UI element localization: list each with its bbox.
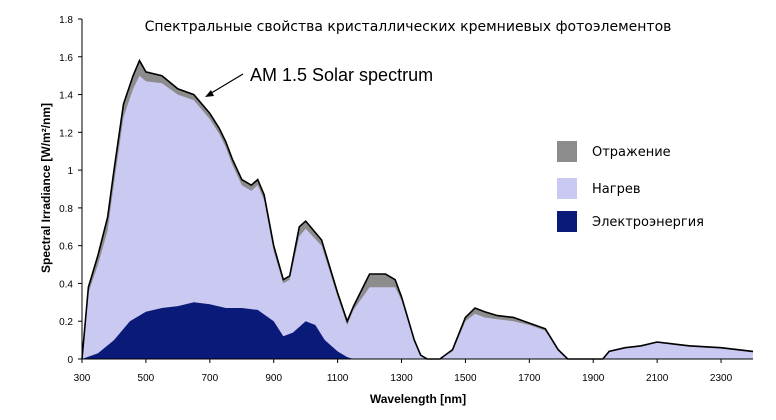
x-tick-label: 900: [265, 373, 282, 384]
x-tick-label: 2100: [646, 373, 669, 384]
y-tick-label: 0.2: [59, 317, 73, 328]
legend-swatch-reflection: [557, 141, 577, 162]
legend-label-reflection: Отражение: [592, 145, 671, 160]
x-tick-label: 1300: [390, 373, 413, 384]
y-tick-label: 0.4: [59, 279, 73, 290]
legend-swatch-heat: [557, 178, 577, 199]
y-tick-label: 1.2: [59, 128, 73, 139]
y-tick-label: 0: [67, 355, 73, 366]
y-axis-ticks: 0 0.2 0.4 0.6 0.8 1 1.2 1.4 1.6 1.8: [59, 15, 82, 366]
legend: Отражение Нагрев Электроэнергия: [557, 141, 704, 232]
y-tick-label: 1: [67, 166, 73, 177]
annotation: AM 1.5 Solar spectrum: [205, 65, 433, 97]
annotation-text: AM 1.5 Solar spectrum: [250, 65, 433, 85]
y-tick-label: 1.8: [59, 15, 73, 26]
x-tick-label: 1100: [327, 373, 349, 384]
annotation-arrowhead: [205, 90, 214, 97]
plot-area: [81, 58, 754, 360]
annotation-arrow-line: [207, 73, 244, 96]
y-tick-label: 1.4: [59, 91, 73, 102]
x-tick-label: 1500: [454, 373, 477, 384]
y-axis-title: Spectral Irradiance [W/m²/nm]: [39, 103, 53, 273]
legend-label-heat: Нагрев: [592, 182, 640, 197]
axes: 300 500 700 900 1100 1300 1500 1700 1900 2100 2300…: [59, 15, 753, 384]
x-axis-ticks: 300 500 700 900 1100 1300 1500 1700 1900 2100 2300: [74, 359, 733, 384]
x-tick-label: 1700: [518, 373, 541, 384]
x-tick-label: 300: [74, 373, 91, 384]
x-axis-title: Wavelength [nm]: [370, 392, 466, 406]
x-tick-label: 500: [138, 373, 155, 384]
x-tick-label: 700: [201, 373, 218, 384]
y-tick-label: 1.6: [59, 53, 73, 64]
y-tick-label: 0.6: [59, 242, 73, 253]
x-tick-label: 1900: [582, 373, 605, 384]
x-tick-label: 2300: [710, 373, 733, 384]
electricity-area: [82, 302, 354, 359]
chart-title: Спектральные свойства кристаллических кр…: [145, 19, 672, 35]
y-tick-label: 0.8: [59, 204, 73, 215]
legend-label-electricity: Электроэнергия: [592, 215, 704, 230]
legend-swatch-electricity: [557, 211, 577, 232]
heat-area: [82, 75, 753, 359]
